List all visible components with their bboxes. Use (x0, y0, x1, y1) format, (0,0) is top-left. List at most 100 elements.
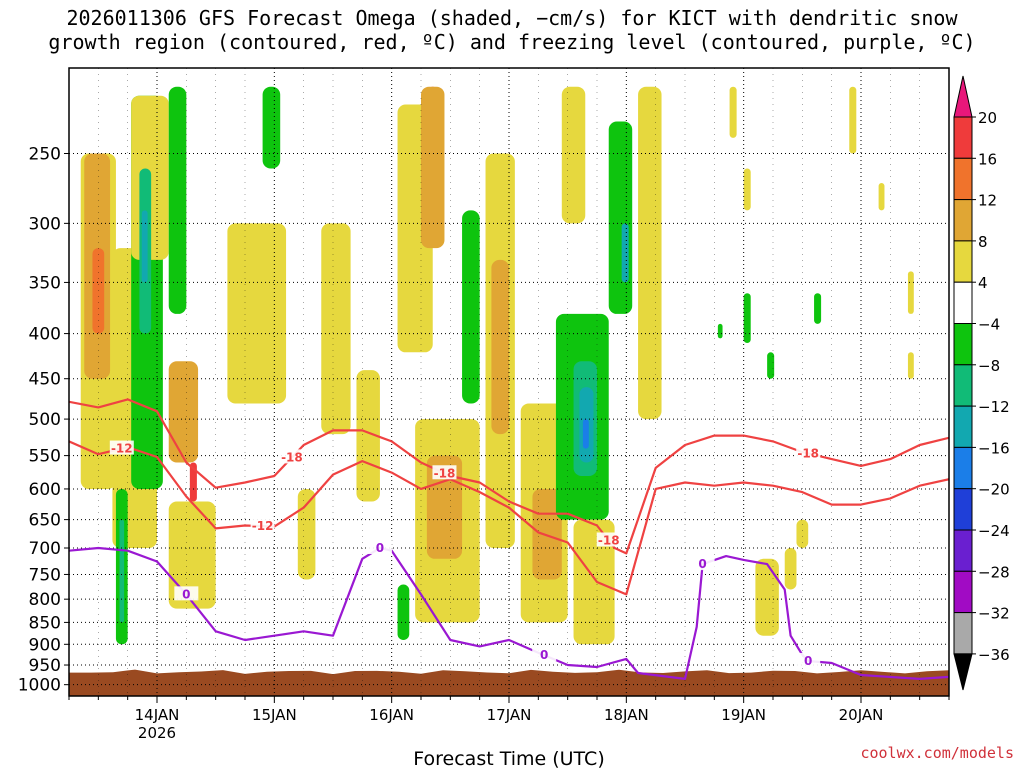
omega-cell (227, 223, 287, 404)
colorbar-label: −16 (978, 439, 1010, 457)
x-tick-label: 17JAN (487, 706, 532, 724)
x-tick-label: 15JAN (252, 706, 297, 724)
y-tick-label: 550 (29, 447, 61, 467)
y-tick-label: 300 (29, 214, 61, 234)
y-tick-label: 750 (29, 565, 61, 585)
colorbar-label: 12 (978, 192, 997, 210)
colorbar-swatch (953, 488, 973, 531)
omega-cell (907, 352, 914, 379)
colorbar-swatch (953, 116, 973, 159)
omega-cell (878, 182, 885, 211)
omega-cell (796, 519, 809, 549)
omega-cell (717, 323, 723, 339)
y-tick-label: 850 (29, 613, 61, 633)
colorbar: 20 16 12 8 4 −4 −8 −12 −16 −20 −24 −28 −32 −36 (953, 75, 1010, 691)
y-tick-label: 600 (29, 480, 61, 500)
x-tick-label: 20JAN (839, 706, 884, 724)
omega-cell (532, 488, 562, 580)
colorbar-swatch (953, 240, 973, 283)
contour-label: -18 (281, 450, 303, 464)
contour-label-bg (432, 465, 457, 480)
x-axis-title: Forecast Time (UTC) (413, 748, 604, 768)
colorbar-swatch (953, 157, 973, 201)
contour-label: 0 (698, 557, 706, 571)
omega-cell (421, 86, 445, 249)
contour-label-bg (109, 440, 134, 455)
colorbar-label: −28 (978, 563, 1010, 581)
colorbar-label: −36 (978, 646, 1010, 664)
contour-label-bg (250, 518, 275, 533)
contour-label: 0 (182, 587, 190, 601)
omega-cell (582, 419, 589, 449)
omega-cell (168, 86, 187, 314)
colorbar-swatch (953, 323, 973, 366)
contour-label: -12 (252, 519, 274, 533)
colorbar-arrow-top (953, 75, 973, 118)
colorbar-label: −24 (978, 522, 1010, 540)
y-tick-label: 900 (29, 635, 61, 655)
contour-label-bg (796, 445, 821, 460)
y-tick-label: 700 (29, 539, 61, 559)
omega-cell (767, 352, 775, 379)
contour-line--12 (69, 440, 949, 596)
contour-label: 0 (376, 541, 384, 555)
omega-cell (621, 223, 629, 283)
y-tick-label: 1000 (18, 676, 61, 696)
omega-cell (608, 121, 633, 314)
y-tick-label: 650 (29, 511, 61, 531)
omega-cell (168, 501, 216, 609)
contour-label-bg (532, 647, 557, 662)
y-tick-label: 500 (29, 410, 61, 430)
y-tick-label: 950 (29, 656, 61, 676)
x-tick-label: 16JAN (369, 706, 414, 724)
x-tick-label: 14JAN (135, 706, 180, 724)
y-tick-label: 250 (29, 144, 61, 164)
omega-cell (491, 259, 509, 435)
y-tick-label: 800 (29, 590, 61, 610)
contour-label-bg (596, 532, 621, 547)
y-axis: 2503003504004505005506006507007508008509… (18, 144, 69, 696)
colorbar-label: −8 (978, 357, 1000, 375)
ground-fill (69, 669, 949, 696)
ground-terrain (69, 669, 949, 696)
omega-cell (907, 271, 914, 314)
colorbar-swatch (953, 612, 973, 655)
y-tick-label: 350 (29, 273, 61, 293)
omega-cell (849, 86, 857, 154)
colorbar-label: 4 (978, 274, 988, 292)
omega-cell (356, 370, 380, 502)
colorbar-swatch (953, 570, 973, 614)
contours: -12 -12 -18 -18 -18 -18 0 0 0 0 0 (69, 398, 949, 680)
omega-cell (755, 558, 779, 636)
omega-cell (729, 86, 737, 138)
contour-label-bg (367, 540, 392, 555)
omega-cell (638, 86, 662, 420)
omega-cell (262, 86, 281, 169)
colorbar-label: −4 (978, 316, 1000, 334)
colorbar-label: −20 (978, 481, 1010, 499)
colorbar-label: −12 (978, 398, 1010, 416)
omega-cell (573, 519, 615, 645)
omega-cell (462, 210, 480, 404)
omega-cell (814, 293, 822, 324)
colorbar-label: 16 (978, 150, 997, 168)
colorbar-swatch (953, 281, 973, 325)
omega-cell (743, 293, 751, 344)
contour-label: -18 (797, 447, 819, 461)
omega-cell (168, 361, 199, 463)
colorbar-arrow-bottom (953, 653, 973, 691)
contour-label: 0 (540, 648, 548, 662)
contour-label: 0 (804, 654, 812, 668)
colorbar-swatch (953, 364, 973, 407)
colorbar-label: −32 (978, 605, 1010, 623)
colorbar-swatch (953, 199, 973, 242)
contour-label: -12 (111, 442, 133, 456)
omega-cell (141, 210, 148, 283)
x-tick-sublabel: 2026 (138, 724, 176, 742)
omega-cell (119, 519, 125, 623)
colorbar-label: 20 (978, 109, 997, 127)
credit-text: coolwx.com/models (860, 744, 1014, 762)
x-tick-label: 19JAN (721, 706, 766, 724)
